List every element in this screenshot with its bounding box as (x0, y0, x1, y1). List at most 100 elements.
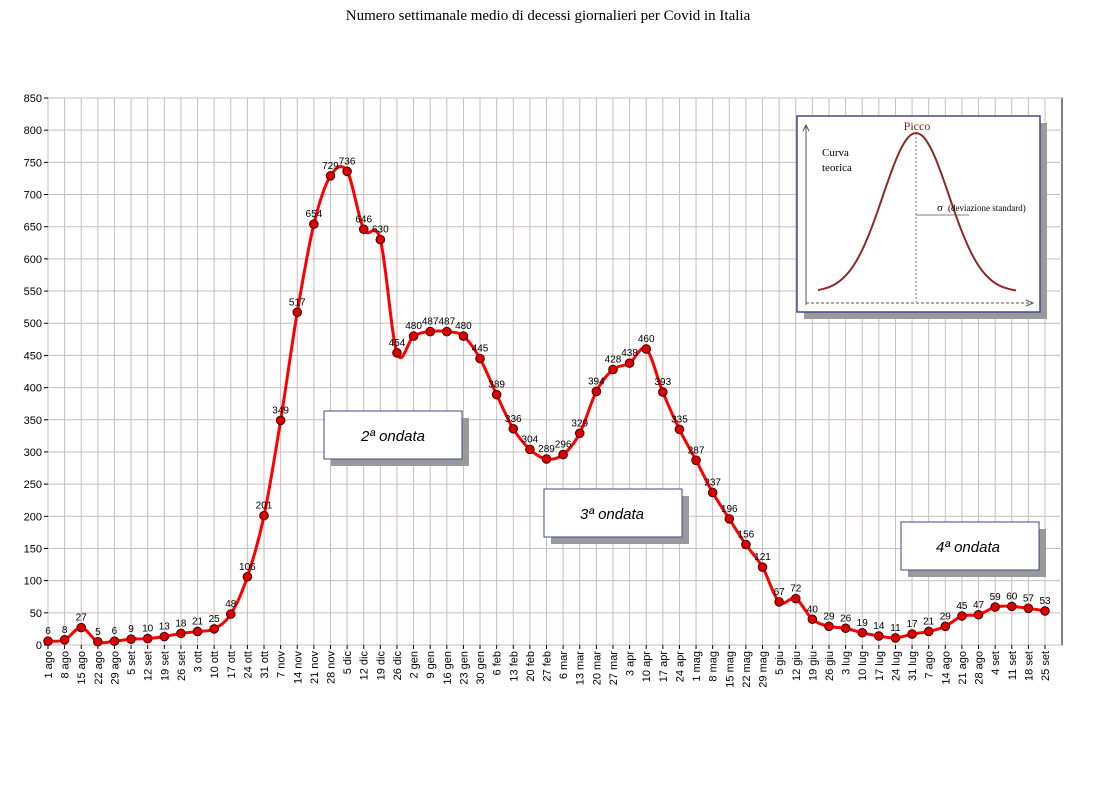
data-label: 517 (289, 297, 306, 308)
data-label: 480 (455, 321, 472, 332)
x-tick-label: 7 nov (276, 651, 288, 678)
data-label: 428 (605, 355, 622, 366)
inset-peak-label: Picco (904, 119, 931, 133)
data-label: 14 (873, 621, 885, 632)
data-label: 6 (112, 626, 118, 637)
x-tick-label: 5 set (126, 651, 138, 675)
y-tick-label: 0 (36, 640, 42, 652)
x-tick-label: 2 gen (409, 651, 421, 679)
data-point (923, 626, 934, 637)
data-point (973, 609, 984, 620)
x-tick-label: 11 set (1007, 651, 1019, 680)
y-tick-label: 50 (30, 608, 42, 620)
x-tick-label: 28 nov (325, 651, 337, 685)
data-label: 17 (907, 619, 919, 630)
y-tick-label: 300 (24, 447, 42, 459)
data-point (93, 636, 103, 647)
y-tick-label: 850 (24, 93, 42, 105)
x-tick-label: 14 nov (292, 651, 304, 685)
data-point (807, 614, 818, 625)
data-point (275, 415, 286, 426)
x-tick-label: 27 mar (608, 651, 620, 686)
x-tick-label: 4 set (990, 651, 1002, 675)
data-label: 335 (671, 414, 688, 425)
data-label: 438 (621, 348, 638, 359)
x-tick-label: 3 ott (193, 651, 205, 672)
x-tick-label: 14 ago (940, 651, 952, 685)
data-point (541, 454, 552, 464)
x-tick-label: 16 gen (442, 651, 454, 685)
data-label: 729 (322, 161, 339, 172)
x-tick-label: 21 nov (309, 651, 321, 685)
data-label: 6 (45, 626, 51, 637)
data-label: 29 (940, 611, 952, 622)
data-label: 454 (389, 338, 406, 349)
data-point (741, 539, 751, 550)
annotation-2a-ondata: 2ª ondata (323, 410, 469, 466)
y-tick-label: 400 (24, 383, 42, 395)
x-tick-label: 15 mag (724, 651, 736, 688)
data-label: 57 (1023, 593, 1035, 604)
data-point (1023, 603, 1034, 614)
x-tick-label: 12 giu (791, 651, 803, 681)
data-point (890, 633, 901, 643)
data-point (425, 326, 435, 337)
y-tick-label: 750 (24, 157, 42, 169)
data-point (292, 307, 303, 318)
data-point (658, 387, 668, 397)
y-tick-label: 550 (24, 286, 42, 298)
data-point (824, 621, 834, 632)
data-point (757, 562, 768, 572)
data-point (159, 631, 170, 642)
data-label: 21 (923, 616, 935, 627)
annotation-4a-label: 4ª ondata (936, 539, 1000, 556)
x-tick-label: 18 set (1023, 651, 1035, 681)
x-tick-label: 19 giu (807, 651, 819, 681)
x-tick-label: 25 set (1040, 651, 1052, 681)
data-point (475, 353, 485, 364)
data-label: 646 (355, 214, 372, 225)
y-tick-label: 100 (24, 576, 42, 588)
y-tick-label: 500 (24, 318, 42, 330)
data-label: 394 (588, 376, 605, 387)
x-tick-label: 9 gen (425, 651, 437, 679)
data-point (442, 326, 452, 337)
data-label: 26 (840, 613, 852, 624)
x-tick-label: 17 apr (658, 651, 670, 683)
x-tick-label: 31 lug (907, 651, 919, 681)
data-label: 237 (704, 477, 721, 488)
x-tick-label: 12 dic (359, 651, 371, 681)
data-point (558, 449, 568, 460)
data-point (259, 510, 269, 521)
x-tick-label: 6 feb (492, 651, 504, 675)
data-label: 8 (62, 625, 68, 636)
data-label: 460 (638, 334, 655, 345)
data-label: 13 (159, 622, 171, 633)
x-tick-label: 1 mag (691, 651, 703, 682)
data-point (874, 631, 884, 641)
data-point (242, 571, 253, 582)
data-label: 72 (790, 584, 802, 595)
data-label: 480 (405, 321, 422, 332)
y-tick-label: 350 (24, 415, 42, 427)
data-label: 201 (256, 501, 273, 512)
data-point (43, 636, 53, 646)
data-point (840, 623, 851, 634)
x-tick-label: 20 mar (591, 651, 603, 686)
data-point (76, 622, 87, 633)
x-tick-label: 29 ago (109, 651, 121, 685)
data-point (608, 364, 618, 375)
y-tick-label: 600 (24, 254, 42, 266)
data-label: 47 (973, 600, 985, 611)
data-point (109, 636, 120, 646)
x-tick-label: 3 lug (841, 651, 853, 675)
inset-curve-label-1: Curva (822, 147, 849, 159)
x-tick-label: 22 mag (741, 651, 753, 688)
y-tick-label: 700 (24, 190, 42, 202)
y-tick-label: 200 (24, 511, 42, 523)
x-tick-label: 15 ago (76, 651, 88, 685)
y-axis-ticks: 0 50 100 150 200 250 300 350 400 450 500 550 600 650 7… (24, 93, 48, 652)
x-tick-label: 13 feb (508, 651, 520, 682)
x-tick-label: 20 feb (525, 651, 537, 682)
